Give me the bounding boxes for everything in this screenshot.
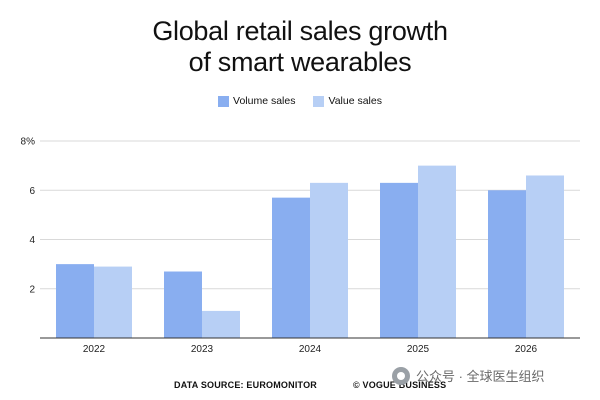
y-tick-label-3: 8% — [21, 137, 36, 148]
chart-title-line-2: of smart wearables — [188, 47, 412, 77]
bar-volume-2023 — [164, 271, 202, 338]
x-tick-label-2022: 2022 — [83, 344, 106, 355]
legend-item-value: Value sales — [313, 95, 382, 107]
bar-value-2023 — [202, 310, 240, 338]
watermark-text: 公众号 · 全球医生组织 — [416, 369, 545, 384]
y-tick-label-0: 2 — [29, 284, 35, 295]
chart-legend: Volume sales Value sales — [0, 95, 600, 107]
data-source-text: DATA SOURCE: EUROMONITOR — [174, 380, 317, 390]
bar-value-2024 — [310, 182, 348, 338]
chart-footer: DATA SOURCE: EUROMONITOR © VOGUE BUSINES… — [174, 380, 446, 390]
legend-item-volume: Volume sales — [218, 95, 295, 107]
bar-value-2022 — [94, 266, 132, 338]
x-tick-label-2024: 2024 — [299, 344, 322, 355]
y-tick-label-1: 4 — [29, 235, 35, 246]
watermark: 公众号 · 全球医生组织 — [392, 366, 545, 385]
x-tick-label-2025: 2025 — [407, 344, 430, 355]
y-tick-label-2: 6 — [29, 186, 35, 197]
legend-swatch-volume — [218, 95, 230, 107]
bar-volume-2026 — [488, 190, 526, 338]
bar-value-2025 — [418, 165, 456, 338]
bar-volume-2025 — [380, 182, 418, 338]
credit-text: © VOGUE BUSINESS — [352, 380, 447, 390]
x-tick-label-2026: 2026 — [515, 344, 538, 355]
chart-title: Global retail sales growth of smart wear… — [0, 16, 600, 78]
bar-volume-2022 — [56, 264, 94, 338]
legend-label-value: Value sales — [328, 95, 382, 107]
legend-swatch-value — [313, 95, 325, 107]
x-tick-label-2023: 2023 — [191, 344, 214, 355]
bar-volume-2024 — [272, 197, 310, 338]
bar-value-2026 — [526, 175, 564, 338]
wechat-logo-icon — [392, 366, 410, 385]
legend-label-volume: Volume sales — [233, 95, 296, 107]
chart-title-line-1: Global retail sales growth — [152, 16, 448, 46]
